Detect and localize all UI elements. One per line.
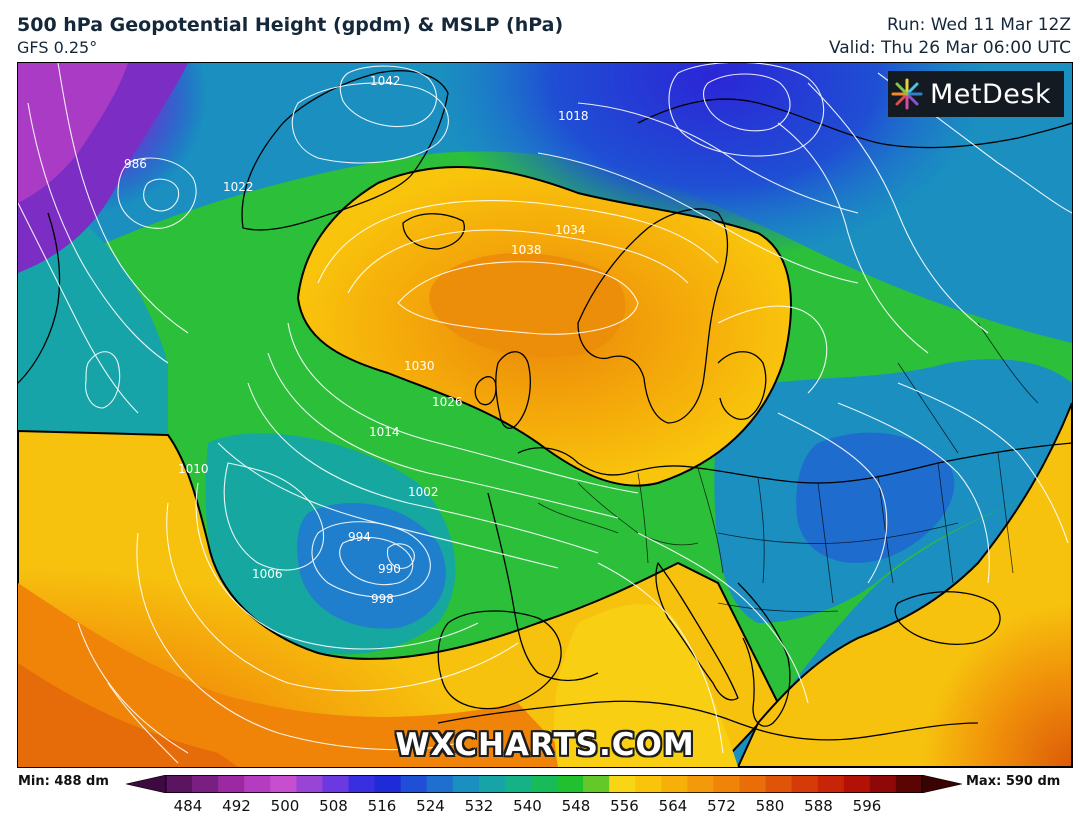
- colour-bar: [126, 775, 962, 793]
- colour-bar-ticks: 484 492 500 508 516 524 532 540 548 556 564 572 580 5…: [0, 797, 1088, 819]
- colour-bar-segment: [791, 775, 819, 793]
- metdesk-logo-text: MetDesk: [930, 78, 1052, 110]
- field-high-core: [429, 253, 626, 357]
- colour-bar-segment: [478, 775, 506, 793]
- country-borders: [537, 322, 1039, 613]
- colour-bar-segment: [192, 775, 219, 793]
- colour-bar-tick-label: 572: [707, 797, 736, 815]
- run-label: Run: Wed 11 Mar 12Z: [887, 15, 1071, 35]
- colour-bar-tick-label: 492: [222, 797, 251, 815]
- isobar-label: 1006: [252, 567, 283, 581]
- colour-bar-segment: [348, 775, 376, 793]
- chart-title: 500 hPa Geopotential Height (gpdm) & MSL…: [17, 14, 564, 36]
- colour-bar-segment: [452, 775, 480, 793]
- metdesk-logo: MetDesk: [888, 71, 1064, 117]
- coastlines: [18, 70, 1072, 741]
- isobar-label: 986: [124, 157, 147, 171]
- colour-bar-tick-label: 588: [804, 797, 833, 815]
- colour-bar-tick-label: 548: [561, 797, 591, 815]
- colour-bar-tick-label: 524: [416, 797, 445, 815]
- colour-bar-tick-label: 556: [610, 797, 639, 815]
- isobar-label: 1042: [370, 74, 401, 88]
- colour-bar-tick-label: 484: [173, 797, 203, 815]
- isobar-label: 1002: [408, 485, 439, 499]
- colour-bar-tick-label: 564: [658, 797, 688, 815]
- colour-bar-segment: [661, 775, 688, 793]
- colour-bar-tick-label: 540: [513, 797, 542, 815]
- colour-bar-segment: [504, 775, 532, 793]
- colour-bar-outline: [165, 775, 923, 793]
- legend-min-label: Min: 488 dm: [18, 774, 109, 789]
- metdesk-logo-icon: [891, 78, 923, 110]
- colour-bar-segment: [817, 775, 845, 793]
- isobars: [18, 63, 1072, 764]
- colour-bar-segment: [895, 775, 923, 793]
- model-label: GFS 0.25°: [17, 38, 98, 57]
- colour-bar-segment: [869, 775, 897, 793]
- isobar-label: 1018: [558, 109, 589, 123]
- field-mediterranean: [554, 604, 738, 767]
- isobar-label: 998: [371, 592, 394, 606]
- isobar-label: 1014: [369, 425, 400, 439]
- colour-bar-tick-label: 580: [755, 797, 785, 815]
- map-canvas: 1042 1038 1034 1030 1026 1022 1018 1014 …: [18, 63, 1072, 767]
- field-sw-deep: [18, 583, 578, 767]
- field-west-low-inner: [18, 63, 128, 203]
- isobar-label: 1030: [404, 359, 435, 373]
- isobar-label: 1034: [555, 223, 586, 237]
- colour-bar-min-arrow: [126, 775, 167, 793]
- weather-map[interactable]: 1042 1038 1034 1030 1026 1022 1018 1014 …: [17, 62, 1073, 768]
- colour-bar-tick-label: 508: [319, 797, 348, 815]
- colour-bar-segment: [374, 775, 402, 793]
- field-sw-deeper: [18, 663, 238, 767]
- colour-bar-tick-label: 500: [270, 797, 300, 815]
- colour-bar-segment: [218, 775, 245, 793]
- isobar-label: 1010: [178, 462, 209, 476]
- isobar-label: 1022: [223, 180, 254, 194]
- colour-bar-segment: [739, 775, 767, 793]
- valid-label: Valid: Thu 26 Mar 06:00 UTC: [828, 38, 1071, 58]
- colour-bar-segment: [270, 775, 297, 793]
- colour-bar-segment: [400, 775, 428, 793]
- colour-bar-segment: [426, 775, 454, 793]
- colour-bar-segment: [765, 775, 793, 793]
- isobar-label: 1038: [511, 243, 542, 257]
- isobar-label: 990: [378, 562, 401, 576]
- colour-bar-segment: [635, 775, 662, 793]
- colour-bar-segment: [687, 775, 714, 793]
- colour-bar-segment: [843, 775, 871, 793]
- isobar-label: 994: [348, 530, 371, 544]
- colour-bar-tick-label: 532: [464, 797, 494, 815]
- colour-bar-max-arrow: [921, 775, 962, 793]
- colour-bar-tick-label: 516: [367, 797, 397, 815]
- colour-bar-segment: [296, 775, 323, 793]
- wxcharts-watermark: WXCHARTS.COM: [395, 727, 695, 763]
- colour-bar-segment: [244, 775, 271, 793]
- colour-bar-segment: [322, 775, 349, 793]
- isobar-label: 1026: [432, 395, 463, 409]
- colour-bar-tick-label: 596: [852, 797, 882, 815]
- colour-bar-segment: [609, 775, 636, 793]
- isobar-labels: 1042 1038 1034 1030 1026 1022 1018 1014 …: [124, 74, 589, 606]
- colour-bar-segment: [713, 775, 741, 793]
- legend-max-label: Max: 590 dm: [966, 774, 1061, 789]
- colour-bar-segment: [557, 775, 584, 793]
- colour-bar-segment: [530, 775, 558, 793]
- colour-bar-segment: [166, 775, 193, 793]
- colour-bar-segment: [583, 775, 610, 793]
